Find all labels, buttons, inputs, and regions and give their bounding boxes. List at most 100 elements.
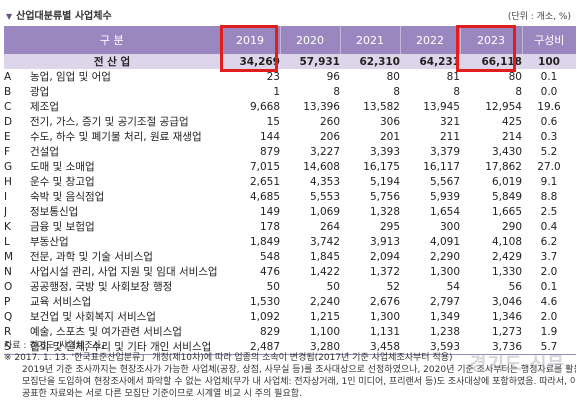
share-value: 2.0	[540, 265, 558, 278]
share-value: 19.6	[537, 100, 561, 113]
total-value: 57,931	[280, 54, 340, 69]
col-header-share: 구성비	[522, 26, 576, 54]
industry-code: A	[4, 70, 12, 83]
industry-code: L	[4, 235, 10, 248]
count-value: 2,290	[429, 250, 460, 263]
col-header-category: 구 분	[4, 26, 221, 54]
count-value: 1,349	[429, 310, 460, 323]
share-value: 0.3	[540, 130, 558, 143]
note-line: ※ 2017. 1. 13. '한국표준산업분류」 개정(제10차)에 따라 업…	[4, 353, 453, 363]
total-row: 전 산 업 34,269 57,931 62,310 64,231 66,118…	[4, 54, 576, 69]
count-value: 548	[259, 250, 280, 263]
count-value: 5,849	[491, 190, 522, 203]
count-value: 3,736	[460, 339, 522, 355]
total-share: 100	[522, 54, 576, 69]
count-value: 50	[326, 280, 340, 293]
industry-name: 농업, 임업 및 어업	[30, 71, 111, 83]
table-row: C 제조업 9,668 13,396 13,582 13,945 12,954 19.6	[4, 99, 576, 114]
count-value: 1,422	[309, 265, 340, 278]
count-value: 8	[333, 85, 340, 98]
count-value: 15	[266, 115, 280, 128]
count-value: 2,651	[249, 175, 280, 188]
industry-code: I	[4, 190, 8, 203]
industry-name: 예술, 스포츠 및 여가관련 서비스업	[30, 326, 182, 338]
count-value: 300	[439, 220, 460, 233]
watermark-logo: 경기도 신문	[469, 354, 565, 375]
table-row: G 도매 및 소매업 7,015 14,608 16,175 16,117 17,862 27…	[4, 159, 576, 174]
count-value: 52	[386, 280, 400, 293]
count-value: 12,954	[485, 100, 522, 113]
count-value: 80	[386, 70, 400, 83]
count-value: 4,091	[429, 235, 460, 248]
count-value: 3,742	[309, 235, 340, 248]
count-value: 5,194	[369, 175, 400, 188]
count-value: 8	[453, 85, 460, 98]
count-value: 1,300	[369, 310, 400, 323]
header: ▼ 산업대분류별 사업체수 (단위 : 개소, %)	[0, 4, 577, 24]
count-value: 260	[319, 115, 340, 128]
table-row: Q 보건업 및 사회복지 서비스업 1,092 1,215 1,300 1,349 1,34…	[4, 309, 576, 324]
count-value: 5,567	[429, 175, 460, 188]
table-row: P 교육 서비스업 1,530 2,240 2,676 2,797 3,046 4.6	[4, 294, 576, 309]
share-value: 27.0	[537, 160, 561, 173]
count-value: 6,019	[491, 175, 522, 188]
count-value: 1,328	[369, 205, 400, 218]
count-value: 17,862	[485, 160, 522, 173]
table-title: ▼ 산업대분류별 사업체수	[6, 7, 112, 22]
table-row: H 운수 및 창고업 2,651 4,353 5,194 5,567 6,019 9.1	[4, 174, 576, 189]
count-value: 1	[273, 85, 280, 98]
table-row: I 숙박 및 음식점업 4,685 5,553 5,756 5,939 5,849 8.8	[4, 189, 576, 204]
table-row: L 부동산업 1,849 3,742 3,913 4,091 4,108 6.2	[4, 234, 576, 249]
table-row: A 농업, 임업 및 어업 23 96 80 81 80 0.1	[4, 69, 576, 84]
industry-code: F	[4, 145, 11, 158]
count-value: 7,015	[249, 160, 280, 173]
table-row: F 건설업 879 3,227 3,393 3,379 3,430 5.2	[4, 144, 576, 159]
industry-name: 공공행정, 국방 및 사회보장 행정	[30, 281, 173, 293]
count-value: 829	[259, 325, 280, 338]
count-value: 1,100	[309, 325, 340, 338]
table-row: B 광업 1 8 8 8 8 0.0	[4, 84, 576, 99]
table-row: R 예술, 스포츠 및 여가관련 서비스업 829 1,100 1,131 1,238 1,…	[4, 324, 576, 339]
table-row: D 전기, 가스, 증기 및 공기조절 공급업 15 260 306 321 425 0.6	[4, 114, 576, 129]
share-value: 0.6	[540, 115, 558, 128]
count-value: 3,379	[429, 145, 460, 158]
count-value: 4,685	[249, 190, 280, 203]
count-value: 1,845	[309, 250, 340, 263]
industry-name: 전문, 과학 및 기술 서비스업	[30, 251, 153, 263]
header-row: 구 분 2019 2020 2021 2022 2023 구성비	[4, 26, 576, 54]
count-value: 1,300	[429, 265, 460, 278]
industry-name: 보건업 및 사회복지 서비스업	[30, 311, 156, 323]
share-value: 8.8	[540, 190, 558, 203]
col-header-2023: 2023	[460, 26, 523, 54]
industry-code: H	[4, 175, 12, 188]
count-value: 5,756	[369, 190, 400, 203]
col-header-2019: 2019	[220, 26, 281, 54]
count-value: 2,240	[309, 295, 340, 308]
industry-code: B	[4, 85, 12, 98]
count-value: 1,092	[249, 310, 280, 323]
count-value: 56	[508, 280, 522, 293]
share-value: 3.7	[540, 250, 558, 263]
count-value: 3,430	[491, 145, 522, 158]
share-value: 9.1	[540, 175, 558, 188]
count-value: 16,175	[363, 160, 400, 173]
count-value: 9,668	[249, 100, 280, 113]
industry-code: O	[4, 280, 13, 293]
share-value: 0.1	[540, 70, 558, 83]
table-row: E 수도, 하수 및 폐기물 처리, 원료 재생업 144 206 201 211 214 0…	[4, 129, 576, 144]
industry-name: 수도, 하수 및 폐기물 처리, 원료 재생업	[30, 131, 202, 143]
count-value: 144	[259, 130, 280, 143]
industry-code: Q	[4, 310, 13, 323]
count-value: 214	[501, 130, 522, 143]
count-value: 1,238	[429, 325, 460, 338]
count-value: 879	[259, 145, 280, 158]
count-value: 54	[446, 280, 460, 293]
share-value: 2.0	[540, 310, 558, 323]
industry-code: M	[4, 250, 14, 263]
industry-code: G	[4, 160, 13, 173]
note-line: 공표한 자료와는 서로 다른 모집단 기준이므로 시계열 비교 시 주의 필요함…	[22, 389, 302, 399]
count-value: 1,665	[491, 205, 522, 218]
unit-label: (단위 : 개소, %)	[507, 12, 571, 22]
count-value: 2,797	[429, 295, 460, 308]
footnotes: 자료 : 경기도 '사업체조사」 ※ 2017. 1. 13. '한국표준산업분…	[4, 340, 576, 400]
